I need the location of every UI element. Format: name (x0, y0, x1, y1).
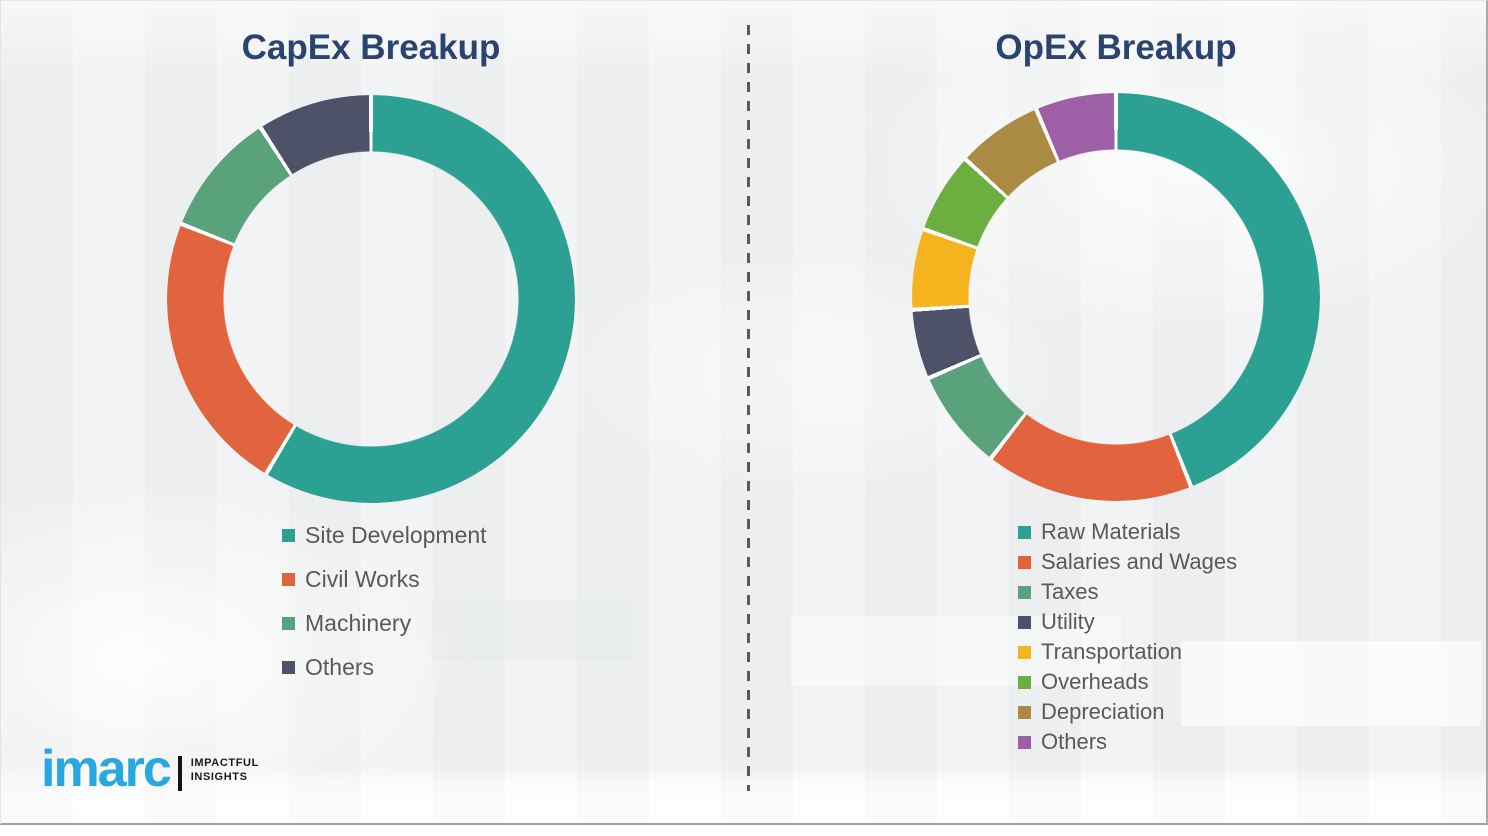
legend-swatch-civil-works (282, 572, 295, 586)
legend-swatch-others (282, 660, 295, 674)
legend-item-machinery: Machinery (282, 601, 487, 645)
watermark-block (431, 601, 631, 661)
legend-swatch-others (1018, 735, 1031, 749)
legend-swatch-machinery (282, 616, 295, 630)
opex-donut-chart (912, 93, 1320, 501)
legend-item-taxes: Taxes (1018, 577, 1237, 607)
vertical-dashed-divider (747, 25, 750, 791)
legend-item-others: Others (282, 645, 487, 689)
legend-label-salaries-and-wages: Salaries and Wages (1041, 549, 1238, 574)
legend-item-salaries-and-wages: Salaries and Wages (1018, 547, 1237, 577)
legend-item-depreciation: Depreciation (1018, 697, 1237, 727)
logo-tagline-line2: INSIGHTS (190, 771, 248, 783)
legend-item-transportation: Transportation (1018, 637, 1237, 667)
legend-label-site-development: Site Development (305, 521, 487, 548)
watermark-block (791, 616, 1121, 686)
imarc-logo: imarc IMPACTFUL INSIGHTS (41, 741, 259, 797)
legend-item-site-development: Site Development (282, 513, 487, 557)
legend-item-overheads: Overheads (1018, 667, 1237, 697)
legend-label-raw-materials: Raw Materials (1041, 519, 1181, 544)
legend-label-machinery: Machinery (305, 609, 412, 636)
legend-swatch-raw-materials (1018, 525, 1031, 539)
logo-tagline: IMPACTFUL INSIGHTS (191, 756, 259, 784)
legend-swatch-taxes (1018, 585, 1031, 599)
legend-label-transportation: Transportation (1041, 639, 1183, 664)
legend-label-civil-works: Civil Works (305, 565, 420, 592)
legend-label-others: Others (305, 653, 375, 680)
legend-label-others: Others (1041, 729, 1108, 754)
capex-donut-chart (167, 95, 575, 503)
legend-label-depreciation: Depreciation (1041, 699, 1165, 724)
legend-item-raw-materials: Raw Materials (1018, 517, 1237, 547)
watermark-block (1181, 641, 1481, 726)
legend-swatch-utility (1018, 615, 1031, 629)
legend-item-civil-works: Civil Works (282, 557, 487, 601)
logo-tagline-line1: IMPACTFUL (190, 757, 259, 769)
legend-swatch-overheads (1018, 675, 1031, 689)
legend-label-overheads: Overheads (1041, 669, 1149, 694)
legend-swatch-transportation (1018, 645, 1031, 659)
legend-label-utility: Utility (1041, 609, 1095, 634)
capex-chart-title: CapEx Breakup (241, 28, 501, 67)
legend-swatch-depreciation (1018, 705, 1031, 719)
imarc-logo-text: imarc (41, 740, 172, 798)
opex-chart-title: OpEx Breakup (995, 28, 1237, 67)
opex-legend: Raw Materials Salaries and Wages Taxes Util… (1018, 517, 1237, 757)
legend-item-others: Others (1018, 727, 1237, 757)
capex-legend: Site Development Civil Works Machinery Othe… (282, 513, 487, 689)
legend-swatch-salaries-and-wages (1018, 555, 1031, 569)
legend-item-utility: Utility (1018, 607, 1237, 637)
logo-divider-bar (177, 756, 182, 791)
legend-swatch-site-development (282, 528, 295, 542)
legend-label-taxes: Taxes (1041, 579, 1099, 604)
